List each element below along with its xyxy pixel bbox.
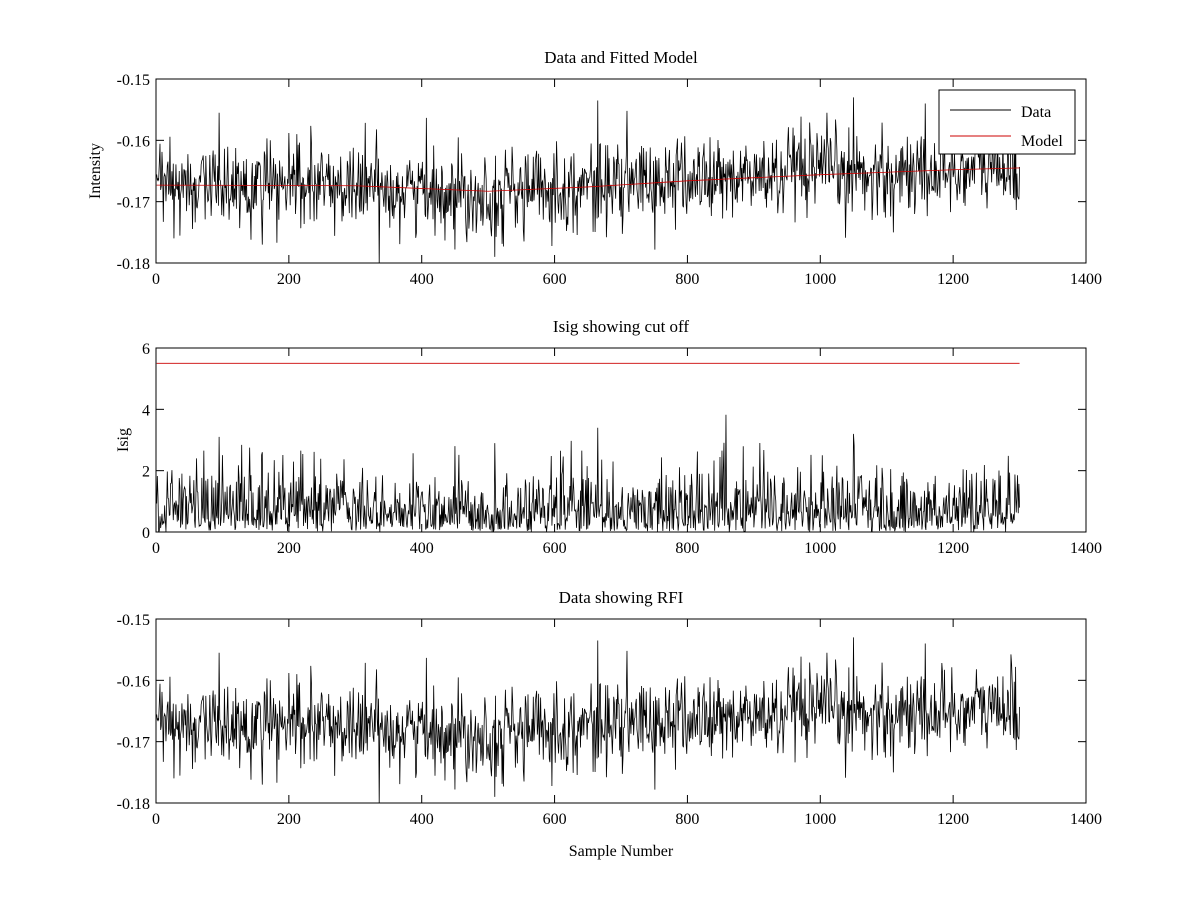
panel-isig-showing-cut-off: Isig showing cut off Isig 0 200 400 600 800 1… — [115, 317, 1102, 557]
panel-1-ylabel: Intensity — [87, 143, 104, 199]
panel-1-plot-area — [156, 97, 1020, 263]
y-tick-label: 0 — [142, 525, 150, 542]
x-tick-label: 1400 — [1070, 811, 1102, 828]
panel-data-and-fitted-model: Data and Fitted Model Intensity 0 200 400 6… — [87, 48, 1102, 288]
x-tick-label: 0 — [152, 271, 160, 288]
panel-2-plot-area — [156, 362, 1020, 532]
x-tick-label: 600 — [543, 540, 567, 557]
panel-3-data-line — [156, 637, 1020, 803]
y-tick-label: -0.16 — [117, 673, 150, 690]
legend-data-label: Data — [1021, 104, 1051, 121]
panel-1-ticks: 0 200 400 600 800 1000 1200 1400 -0.18 -0.17 -0.16… — [117, 72, 1102, 288]
x-tick-label: 1200 — [937, 811, 969, 828]
y-tick-label: -0.18 — [117, 796, 150, 813]
panel-3-frame — [155, 618, 1087, 804]
x-tick-label: 600 — [543, 811, 567, 828]
panel-3-plot-area — [156, 637, 1020, 803]
panel-1-title: Data and Fitted Model — [544, 48, 698, 67]
x-tick-label: 1000 — [804, 271, 836, 288]
y-tick-label: -0.16 — [117, 133, 150, 150]
x-tick-label: 1400 — [1070, 271, 1102, 288]
x-tick-label: 1000 — [804, 811, 836, 828]
panel-1-frame — [155, 78, 1087, 264]
panel-2-ticks: 0 200 400 600 800 1000 1200 1400 0 2 4 6 — [142, 341, 1102, 557]
x-tick-label: 600 — [543, 271, 567, 288]
x-tick-label: 0 — [152, 811, 160, 828]
x-tick-label: 1400 — [1070, 540, 1102, 557]
y-tick-label: 6 — [142, 341, 150, 358]
y-tick-label: 4 — [142, 402, 150, 419]
panel-3-ticks: 0 200 400 600 800 1000 1200 1400 -0.18 -0.17 -0.16… — [117, 612, 1102, 828]
y-tick-label: -0.15 — [117, 72, 150, 89]
y-tick-label: 2 — [142, 464, 150, 481]
y-tick-label: -0.17 — [117, 735, 150, 752]
legend-box — [938, 89, 1076, 155]
y-tick-label: -0.15 — [117, 612, 150, 629]
x-tick-label: 200 — [277, 540, 301, 557]
x-tick-label: 0 — [152, 540, 160, 557]
legend-model-label: Model — [1021, 133, 1063, 150]
panel-3-xlabel: Sample Number — [569, 843, 674, 860]
panel-2-title: Isig showing cut off — [553, 317, 689, 336]
panel-2-isig-line — [156, 414, 1020, 532]
panel-1-data-line — [156, 97, 1020, 263]
y-tick-label: -0.17 — [117, 195, 150, 212]
x-tick-label: 400 — [410, 811, 434, 828]
x-tick-label: 1000 — [804, 540, 836, 557]
x-tick-label: 1200 — [937, 540, 969, 557]
panel-1-model-line — [156, 167, 1020, 192]
x-tick-label: 200 — [277, 811, 301, 828]
panel-2-frame — [155, 347, 1087, 533]
x-tick-label: 1200 — [937, 271, 969, 288]
legend: Data Model — [938, 89, 1076, 155]
x-tick-label: 800 — [675, 271, 699, 288]
x-tick-label: 400 — [410, 540, 434, 557]
x-tick-label: 200 — [277, 271, 301, 288]
panel-2-ylabel: Isig — [115, 428, 132, 452]
x-tick-label: 400 — [410, 271, 434, 288]
panel-3-title: Data showing RFI — [559, 588, 684, 607]
x-tick-label: 800 — [675, 540, 699, 557]
x-tick-label: 800 — [675, 811, 699, 828]
y-tick-label: -0.18 — [117, 256, 150, 273]
panel-data-showing-rfi: Data showing RFI Sample Number 0 200 400 60… — [117, 588, 1102, 860]
